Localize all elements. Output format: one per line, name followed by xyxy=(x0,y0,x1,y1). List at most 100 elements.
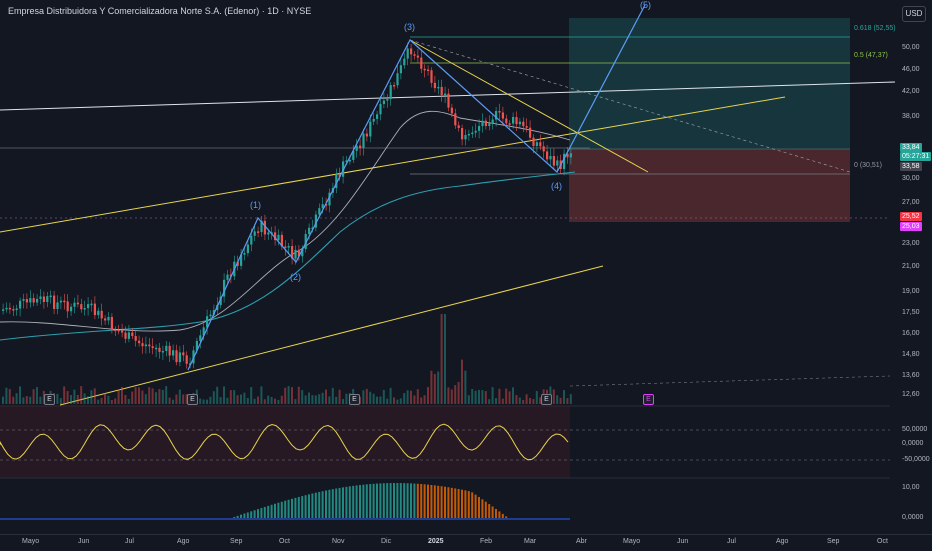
candle xyxy=(525,126,528,128)
volume-bar xyxy=(284,387,287,404)
volume-bar xyxy=(253,398,256,404)
price-tick: 27,00 xyxy=(902,199,920,206)
candle xyxy=(552,156,555,166)
volume-bar xyxy=(148,387,151,404)
candle xyxy=(63,300,66,303)
candle xyxy=(348,159,351,162)
macd-bar xyxy=(355,485,358,518)
candle xyxy=(444,93,447,96)
candle xyxy=(25,299,28,303)
macd-bar xyxy=(257,509,259,518)
candle xyxy=(284,246,287,248)
currency-button[interactable]: USD xyxy=(902,6,926,22)
volume-bar xyxy=(8,389,11,404)
price-tick: 12,60 xyxy=(902,391,920,398)
macd-bar xyxy=(233,516,236,518)
candle xyxy=(379,103,382,115)
candle xyxy=(433,82,436,89)
earnings-marker-upcoming[interactable]: E xyxy=(643,394,654,405)
candle xyxy=(294,249,297,259)
macd-bar xyxy=(294,497,297,518)
volume-bar xyxy=(566,398,569,404)
candle xyxy=(263,220,266,235)
volume-bar xyxy=(240,394,242,404)
candle xyxy=(90,303,93,306)
time-label: Jul xyxy=(125,538,134,545)
volume-bar xyxy=(202,399,205,404)
candle xyxy=(39,296,42,299)
candle xyxy=(314,214,317,228)
wave-label-3: (3) xyxy=(404,22,415,32)
candle xyxy=(512,117,515,124)
ema-line xyxy=(0,171,576,341)
macd-bar xyxy=(450,487,453,518)
time-axis[interactable] xyxy=(0,534,932,551)
earnings-marker[interactable]: E xyxy=(187,394,198,405)
volume-bar xyxy=(104,393,106,404)
yellow-trendline-3 xyxy=(409,39,649,173)
earnings-marker[interactable]: E xyxy=(44,394,55,405)
candle xyxy=(529,127,532,138)
macd-bar xyxy=(369,484,372,518)
volume-bar xyxy=(100,397,103,404)
time-label: Abr xyxy=(576,538,587,545)
volume-bar xyxy=(403,393,406,404)
candle xyxy=(518,121,521,125)
candle xyxy=(535,142,538,147)
candle xyxy=(376,114,379,119)
volume-bar xyxy=(97,399,100,404)
volume-bar xyxy=(161,389,164,404)
candle xyxy=(148,344,151,347)
wave-label-2: (2) xyxy=(290,272,301,282)
volume-bar xyxy=(369,391,372,404)
volume-bar xyxy=(39,396,42,404)
macd-bar xyxy=(396,483,399,518)
volume-bar xyxy=(515,395,518,404)
volume-bar xyxy=(270,396,273,404)
candle xyxy=(257,231,260,233)
countdown-tag: 05:27:31 xyxy=(900,152,932,161)
candle xyxy=(236,261,239,266)
macd-bar xyxy=(403,483,406,518)
candle xyxy=(399,65,402,74)
macd-bar xyxy=(280,501,283,518)
macd-bar xyxy=(427,484,429,518)
candle xyxy=(437,86,440,89)
earnings-marker[interactable]: E xyxy=(349,394,360,405)
volume-bar xyxy=(263,399,266,404)
volume-bar xyxy=(267,395,270,404)
price-tick: 19,00 xyxy=(902,288,920,295)
macd-bar xyxy=(410,483,412,518)
volume-bar xyxy=(233,390,236,404)
candle xyxy=(484,120,487,127)
macd-bar xyxy=(304,495,307,518)
volume-bar xyxy=(42,390,45,404)
candle xyxy=(563,153,566,170)
macd-bar xyxy=(348,486,351,518)
symbol-title[interactable]: Empresa Distribuidora Y Comercializadora… xyxy=(8,6,312,16)
volume-bar xyxy=(151,388,154,404)
volume-bar xyxy=(294,399,297,404)
candle xyxy=(195,340,198,351)
candle xyxy=(542,146,545,152)
macd-bar xyxy=(325,490,327,518)
volume-bar xyxy=(2,396,4,404)
macd-bar xyxy=(311,493,314,518)
candle xyxy=(308,227,311,234)
macd-bar xyxy=(376,483,378,518)
volume-bar xyxy=(107,395,110,404)
candle xyxy=(70,306,73,312)
candle xyxy=(253,231,256,236)
macd-bar xyxy=(331,489,334,518)
long-target-zone xyxy=(569,18,850,149)
macd-bar xyxy=(321,491,324,518)
candle xyxy=(501,112,504,119)
volume-bar xyxy=(518,397,521,404)
macd-bar xyxy=(263,506,266,518)
candle xyxy=(420,57,423,69)
earnings-marker[interactable]: E xyxy=(541,394,552,405)
candle xyxy=(93,303,96,316)
candle xyxy=(352,150,355,160)
volume-bar xyxy=(413,395,416,404)
